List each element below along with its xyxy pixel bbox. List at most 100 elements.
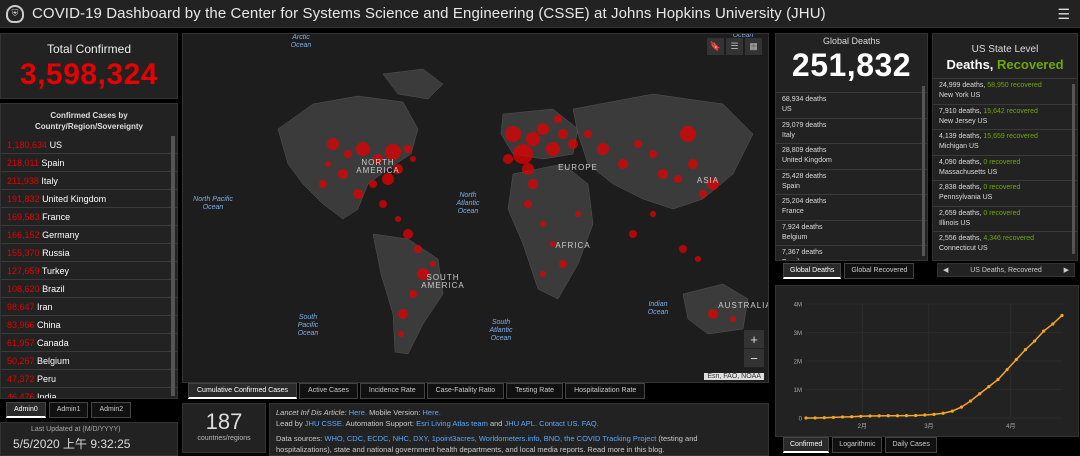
case-bubble[interactable] [344, 150, 352, 158]
confirmed-data-point[interactable] [804, 416, 808, 420]
country-row[interactable]: 166,152 Germany [1, 226, 177, 244]
contact-link[interactable]: Contact US. [539, 419, 580, 428]
confirmed-data-point[interactable] [1051, 322, 1055, 326]
case-bubble[interactable] [325, 161, 331, 167]
case-bubble[interactable] [629, 230, 637, 238]
bookmark-icon[interactable]: 🔖 [707, 38, 724, 55]
case-bubble[interactable] [398, 331, 404, 337]
country-row[interactable]: 50,267 Belgium [1, 352, 177, 370]
death-row[interactable]: 25,204 deaths France [776, 194, 927, 220]
case-bubble[interactable] [505, 126, 521, 142]
case-bubble[interactable] [584, 130, 592, 138]
jhu-apl-link[interactable]: JHU APL. [504, 419, 538, 428]
tab-incidence-rate[interactable]: Incidence Rate [359, 383, 425, 399]
country-row[interactable]: 47,372 Peru [1, 370, 177, 388]
death-row[interactable]: 29,079 deaths Italy [776, 117, 927, 144]
case-bubble[interactable] [559, 260, 567, 268]
confirmed-data-point[interactable] [886, 414, 890, 418]
us-state-row[interactable]: 4,090 deaths, 0 recovered Massachusetts U… [933, 154, 1077, 181]
death-row[interactable]: 7,924 deaths Belgium [776, 219, 927, 246]
tab-active-cases[interactable]: Active Cases [299, 383, 358, 399]
case-bubble[interactable] [537, 123, 549, 135]
case-bubble[interactable] [528, 179, 538, 189]
list-icon[interactable]: ☰ [726, 38, 743, 55]
confirmed-data-point[interactable] [914, 413, 918, 418]
tab-admin0[interactable]: Admin0 [6, 402, 46, 418]
tab-confirmed[interactable]: Confirmed [783, 437, 830, 453]
confirmed-data-point[interactable] [1060, 313, 1064, 318]
us-state-row[interactable]: 2,659 deaths, 0 recovered Illinois US [933, 205, 1077, 232]
lancet-link[interactable]: Here. [348, 408, 368, 417]
case-bubble[interactable] [708, 309, 718, 319]
case-bubble[interactable] [327, 138, 339, 150]
case-bubble[interactable] [695, 256, 701, 262]
case-bubble[interactable] [513, 144, 533, 164]
case-bubble[interactable] [554, 115, 562, 123]
case-bubble[interactable] [526, 132, 540, 146]
case-bubble[interactable] [568, 139, 578, 149]
case-bubble[interactable] [385, 144, 401, 160]
case-bubble[interactable] [393, 164, 403, 174]
case-bubble[interactable] [674, 175, 682, 183]
case-bubble[interactable] [658, 169, 668, 179]
confirmed-data-point[interactable] [987, 385, 991, 389]
confirmed-data-point[interactable] [895, 414, 900, 418]
tab-global-recovered[interactable]: Global Recovered [844, 263, 915, 279]
death-row[interactable]: 28,809 deaths United Kingdom [776, 143, 927, 169]
case-bubble[interactable] [649, 150, 657, 158]
case-bubble[interactable] [338, 169, 348, 179]
case-bubble[interactable] [524, 200, 532, 208]
country-row[interactable]: 169,583 France [1, 208, 177, 226]
country-row[interactable]: 211,938 Italy [1, 172, 177, 190]
zoom-in-button[interactable]: + [744, 330, 764, 349]
us-state-row[interactable]: 4,139 deaths, 15,659 recovered Michigan U… [933, 129, 1077, 155]
tab-global-deaths[interactable]: Global Deaths [783, 263, 842, 279]
case-bubble[interactable] [730, 316, 736, 322]
case-bubble[interactable] [398, 309, 408, 319]
world-map[interactable]: Arctic Ocean NORTH AMERICA North Pacific O… [182, 33, 769, 383]
hamburger-icon[interactable]: ☰ [1057, 6, 1070, 22]
us-state-row[interactable]: 24,999 deaths, 58,950 recovered New York … [933, 78, 1077, 104]
confirmed-data-point[interactable] [1023, 348, 1028, 352]
confirmed-data-point[interactable] [996, 377, 1000, 382]
case-bubble[interactable] [550, 241, 556, 247]
confirmed-data-point[interactable] [978, 392, 982, 396]
country-list-scrollbar[interactable] [171, 136, 175, 396]
confirmed-data-point[interactable] [1042, 329, 1046, 333]
confirmed-data-point[interactable] [959, 405, 964, 409]
tab-admin1[interactable]: Admin1 [48, 402, 89, 418]
confirmed-data-point[interactable] [1005, 367, 1009, 372]
country-row[interactable]: 83,966 China [1, 316, 177, 334]
next-arrow-icon[interactable]: ▶ [1063, 267, 1069, 274]
tab-daily-cases[interactable]: Daily Cases [885, 437, 937, 453]
country-row[interactable]: 191,832 United Kingdom [1, 190, 177, 208]
zoom-out-button[interactable]: − [744, 349, 764, 368]
country-row[interactable]: 155,370 Russia [1, 244, 177, 262]
confirmed-data-point[interactable] [850, 415, 854, 419]
tab-testing-rate[interactable]: Testing Rate [506, 383, 564, 399]
grid-icon[interactable]: ▦ [745, 38, 762, 55]
tab-hospitalization-rate[interactable]: Hospitalization Rate [565, 383, 646, 399]
confirmed-data-point[interactable] [968, 399, 973, 403]
confirmed-data-point[interactable] [859, 414, 863, 418]
country-row[interactable]: 98,647 Iran [1, 298, 177, 316]
confirmed-data-point[interactable] [831, 415, 836, 420]
case-bubble[interactable] [634, 140, 642, 148]
death-row[interactable]: 7,367 deaths Brazil [776, 245, 927, 260]
us-state-row[interactable]: 2,556 deaths, 4,346 recovered Connecticut… [933, 231, 1077, 257]
confirmed-data-point[interactable] [923, 413, 927, 417]
case-bubble[interactable] [618, 159, 628, 169]
data-sources-links[interactable]: WHO, CDC, ECDC, NHC, DXY, 1point3acres, … [324, 434, 657, 443]
case-bubble[interactable] [503, 154, 513, 164]
case-bubble[interactable] [707, 178, 719, 190]
case-bubble[interactable] [558, 129, 568, 139]
death-row[interactable]: 68,934 deaths US [776, 92, 927, 118]
case-bubble[interactable] [319, 180, 327, 188]
confirmed-data-point[interactable] [840, 415, 845, 419]
case-bubble[interactable] [373, 154, 383, 164]
case-bubble[interactable] [410, 156, 416, 162]
country-row[interactable]: 108,620 Brazil [1, 280, 177, 298]
deaths-scrollbar[interactable] [922, 86, 925, 256]
case-bubble[interactable] [540, 271, 546, 277]
faq-link[interactable]: FAQ. [581, 419, 599, 428]
